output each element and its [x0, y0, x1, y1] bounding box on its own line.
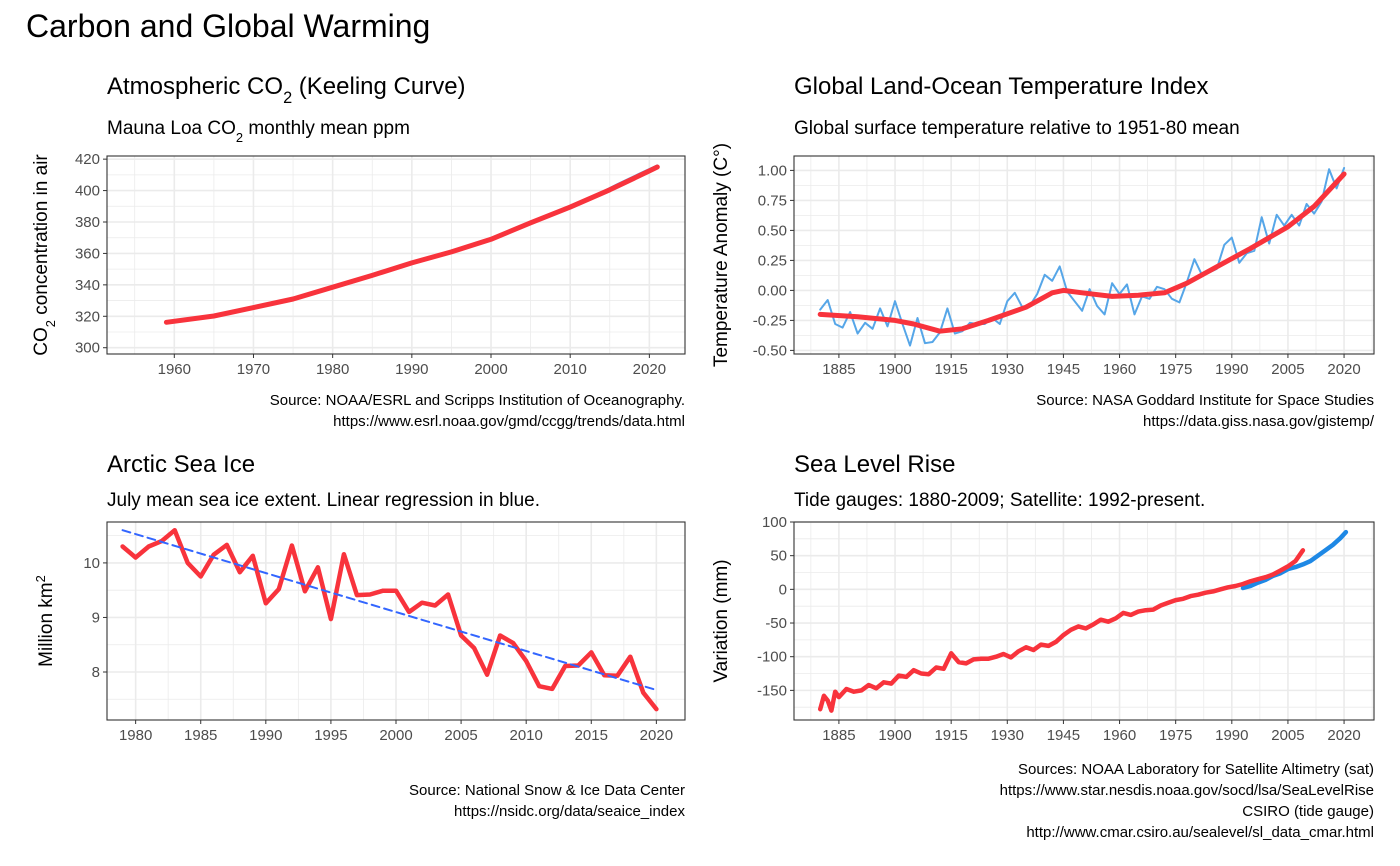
- caption-line: Sources: NOAA Laboratory for Satellite A…: [1018, 761, 1374, 778]
- caption-line: Source: NASA Goddard Institute for Space…: [1036, 392, 1374, 409]
- series-line-smooth: [817, 171, 1347, 334]
- x-tick-label: 2020: [1327, 361, 1360, 378]
- x-tick-label: 1985: [184, 727, 217, 744]
- y-tick-label: 9: [92, 609, 100, 626]
- y-tick-label: -0.25: [753, 312, 787, 329]
- y-tick-label: -50: [765, 615, 787, 632]
- caption-line: Source: National Snow & Ice Data Center: [409, 782, 685, 799]
- caption-line: https://www.esrl.noaa.gov/gmd/ccgg/trend…: [333, 413, 685, 430]
- y-tick-label: 360: [75, 245, 100, 262]
- x-tick-label: 2005: [1271, 361, 1304, 378]
- panel-subtitle: Mauna Loa CO2 monthly mean ppm: [107, 118, 410, 145]
- x-tick-label: 1990: [1215, 361, 1248, 378]
- y-tick-label: 0.25: [758, 252, 787, 269]
- panel-title: Sea Level Rise: [794, 451, 955, 478]
- y-tick-label: -100: [757, 649, 787, 666]
- x-tick-label: 1990: [1215, 727, 1248, 744]
- x-tick-label: 1930: [991, 727, 1024, 744]
- x-tick-label: 1970: [237, 361, 270, 378]
- series-line-annual: [819, 167, 1346, 347]
- x-tick-label: 1960: [158, 361, 191, 378]
- x-tick-label: 2020: [640, 727, 673, 744]
- panel-subtitle: July mean sea ice extent. Linear regress…: [107, 490, 540, 511]
- x-tick-label: 1945: [1047, 361, 1080, 378]
- y-tick-label: 0: [779, 581, 787, 598]
- y-tick-label: 380: [75, 214, 100, 231]
- caption-line: https://nsidc.org/data/seaice_index: [454, 803, 685, 820]
- y-axis-label: Temperature Anomaly (C°): [711, 143, 732, 367]
- x-tick-label: 2010: [509, 727, 542, 744]
- x-tick-label: 2000: [379, 727, 412, 744]
- plot-border: [106, 155, 686, 355]
- y-tick-label: 320: [75, 308, 100, 325]
- y-tick-label: 420: [75, 151, 100, 168]
- chart-panel-3: Arctic Sea Ice July mean sea ice extent. …: [33, 451, 686, 820]
- chart-panel-2: Global Land-Ocean Temperature Index Globa…: [711, 73, 1375, 430]
- chart-panel-1: Atmospheric CO2 (Keeling Curve) Mauna Loa…: [31, 73, 686, 430]
- y-axis-label: Variation (mm): [711, 559, 732, 682]
- y-tick-label: 0.00: [758, 282, 787, 299]
- x-tick-label: 1915: [934, 361, 967, 378]
- x-tick-label: 1990: [249, 727, 282, 744]
- x-tick-label: 2005: [1271, 727, 1304, 744]
- caption-line: https://data.giss.nasa.gov/gistemp/: [1143, 413, 1375, 430]
- panel-subtitle: Tide gauges: 1880-2009; Satellite: 1992-…: [794, 490, 1205, 511]
- x-tick-label: 2000: [474, 361, 507, 378]
- x-tick-label: 1915: [934, 727, 967, 744]
- caption-line: Source: NOAA/ESRL and Scripps Institutio…: [270, 392, 685, 409]
- y-axis-label: CO2 concentration in air: [31, 154, 58, 356]
- x-tick-label: 1900: [878, 361, 911, 378]
- caption-line: CSIRO (tide gauge): [1242, 803, 1374, 820]
- x-tick-label: 1975: [1159, 727, 1192, 744]
- y-tick-label: 0.75: [758, 192, 787, 209]
- x-tick-label: 1990: [395, 361, 428, 378]
- panel-title: Global Land-Ocean Temperature Index: [794, 73, 1208, 100]
- y-tick-label: -0.50: [753, 342, 787, 359]
- x-tick-label: 2015: [575, 727, 608, 744]
- plot-border: [793, 521, 1375, 721]
- x-tick-label: 2020: [1327, 727, 1360, 744]
- x-tick-label: 2020: [633, 361, 666, 378]
- series-line-extent: [120, 527, 659, 712]
- y-tick-label: 100: [762, 514, 787, 531]
- x-tick-label: 1980: [119, 727, 152, 744]
- x-tick-label: 1995: [314, 727, 347, 744]
- panel-title: Atmospheric CO2 (Keeling Curve): [107, 73, 466, 107]
- series-line-satellite: [1240, 529, 1349, 591]
- y-tick-label: 0.50: [758, 222, 787, 239]
- page-title: Carbon and Global Warming: [26, 8, 431, 44]
- x-tick-label: 1900: [878, 727, 911, 744]
- x-tick-label: 1945: [1047, 727, 1080, 744]
- y-tick-label: 50: [770, 548, 787, 565]
- x-tick-label: 1885: [822, 361, 855, 378]
- panel-title: Arctic Sea Ice: [107, 451, 255, 478]
- y-tick-label: 300: [75, 340, 100, 357]
- y-tick-label: 340: [75, 277, 100, 294]
- y-tick-label: 1.00: [758, 162, 787, 179]
- y-tick-label: -150: [757, 682, 787, 699]
- x-tick-label: 2010: [554, 361, 587, 378]
- x-tick-label: 2005: [444, 727, 477, 744]
- y-tick-label: 10: [83, 555, 100, 572]
- y-tick-label: 400: [75, 183, 100, 200]
- series-line-smooth: [163, 164, 660, 325]
- x-tick-label: 1975: [1159, 361, 1192, 378]
- plot-border: [106, 521, 686, 721]
- caption-line: http://www.cmar.csiro.au/sealevel/sl_dat…: [1026, 824, 1374, 841]
- x-tick-label: 1980: [316, 361, 349, 378]
- series-line-regression: [121, 529, 658, 691]
- x-tick-label: 1960: [1103, 727, 1136, 744]
- panel-subtitle: Global surface temperature relative to 1…: [794, 118, 1240, 139]
- chart-panel-4: Sea Level Rise Tide gauges: 1880-2009; Sa…: [711, 451, 1375, 841]
- plot-background: [107, 156, 685, 354]
- x-tick-label: 1930: [991, 361, 1024, 378]
- series-line-tide-gauge: [817, 548, 1306, 713]
- x-tick-label: 1885: [822, 727, 855, 744]
- y-tick-label: 8: [92, 664, 100, 681]
- y-axis-label: Million km2: [33, 575, 58, 667]
- caption-line: https://www.star.nesdis.noaa.gov/socd/ls…: [1000, 782, 1374, 799]
- plot-border: [793, 155, 1375, 355]
- x-tick-label: 1960: [1103, 361, 1136, 378]
